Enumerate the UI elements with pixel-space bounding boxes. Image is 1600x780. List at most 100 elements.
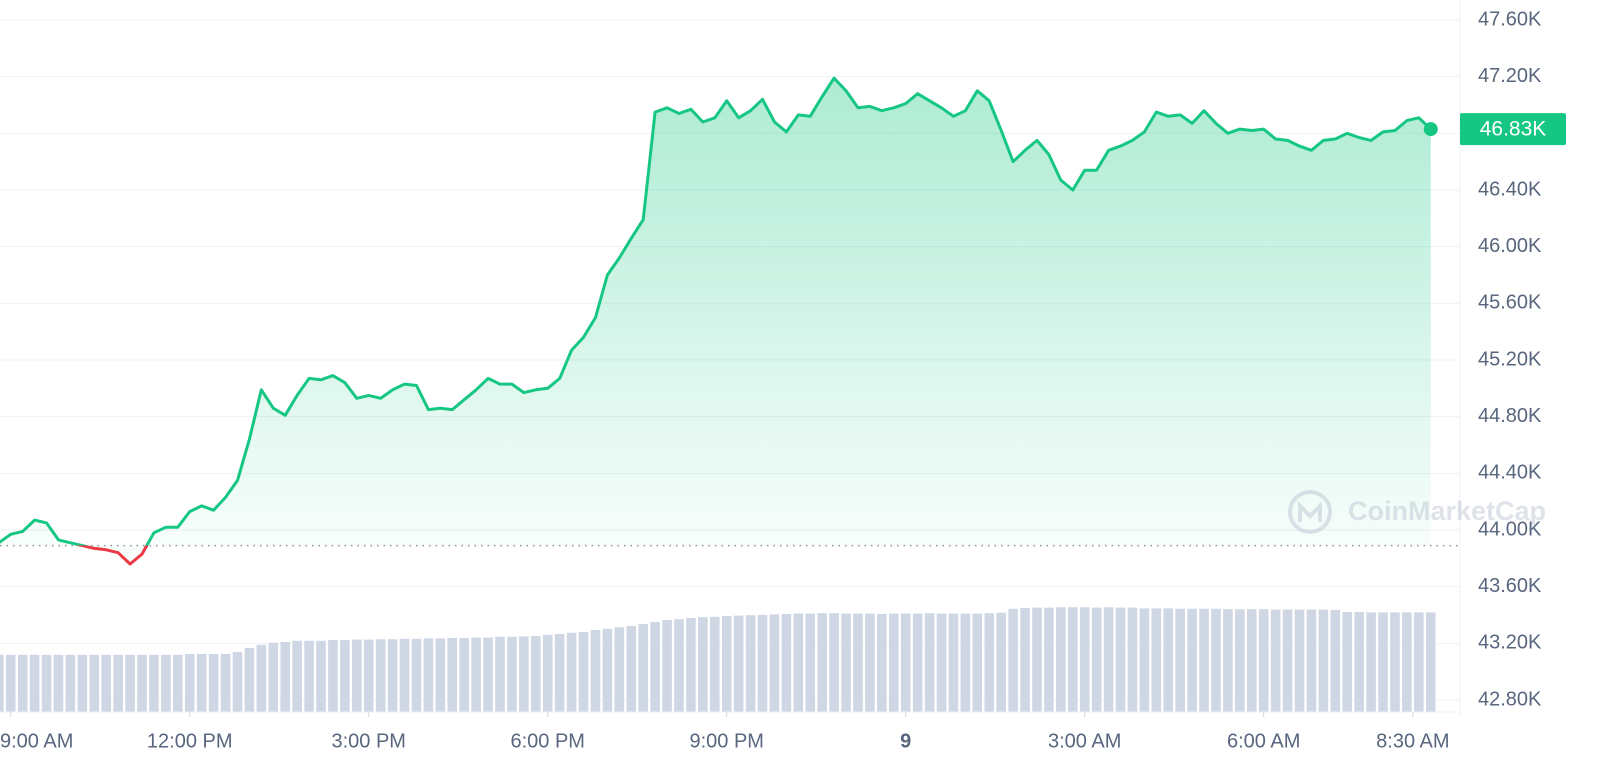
volume-bar [1020, 608, 1030, 712]
volume-bar [1199, 608, 1209, 712]
volume-bar [41, 654, 52, 712]
volume-bar [1306, 609, 1317, 712]
volume-bar [650, 622, 660, 712]
volume-bar [805, 613, 816, 712]
volume-bar [1056, 607, 1066, 712]
volume-bar [65, 654, 76, 712]
y-tick-label: 44.00K [1478, 518, 1542, 540]
volume-bar [590, 630, 601, 712]
volume-bar [77, 654, 88, 712]
volume-bar [996, 612, 1006, 712]
volume-bar [972, 613, 983, 712]
volume-bar [1091, 607, 1102, 712]
volume-bar [1127, 607, 1138, 712]
volume-bar [1318, 609, 1329, 712]
y-tick-label: 46.40K [1478, 178, 1542, 200]
watermark-text: CoinMarketCap [1348, 496, 1546, 526]
volume-bar [483, 637, 493, 712]
x-tick-label: 12:00 PM [147, 730, 233, 752]
volume-bar [710, 616, 720, 712]
volume-bar [1187, 608, 1197, 712]
volume-bar [566, 632, 577, 712]
y-tick-label: 43.20K [1478, 632, 1542, 654]
volume-bar [614, 627, 625, 712]
last-price-dot [1423, 122, 1438, 137]
volume-bar [1282, 609, 1293, 712]
volume-bar [196, 654, 207, 712]
price-line [0, 76, 1432, 566]
volume-bar [1414, 612, 1424, 712]
x-tick-label: 6:00 AM [1227, 730, 1300, 752]
volume-bar [447, 638, 458, 712]
volume-bar [423, 638, 434, 712]
x-tick-label: 3:00 AM [1048, 730, 1121, 752]
x-tick-label: 8:30 AM [1376, 730, 1449, 752]
volume-bar [1175, 608, 1185, 712]
volume-bar [638, 624, 648, 712]
volume-bar [208, 654, 219, 712]
volume-bar [686, 618, 696, 712]
last-price-badge [1460, 113, 1566, 146]
x-tick-label: 6:00 PM [510, 730, 584, 752]
volume-bar [1079, 607, 1090, 712]
volume-bar [411, 638, 422, 712]
volume-bar [936, 613, 947, 712]
volume-bar [89, 654, 100, 712]
volume-bar [304, 640, 314, 712]
volume-bar [1402, 612, 1412, 712]
volume-bar [495, 636, 505, 712]
watermark: CoinMarketCap [1288, 490, 1546, 534]
labels-layer: 47.60K47.20K46.80K46.40K46.00K45.60K45.2… [0, 8, 1566, 752]
area-layer [0, 78, 1460, 564]
x-tick-label: 9:00 PM [689, 730, 763, 752]
volume-bar [1378, 612, 1388, 712]
volume-bar [5, 654, 16, 712]
volume-bar [161, 654, 171, 712]
volume-bar [542, 634, 553, 712]
volume-bar [1151, 608, 1162, 712]
y-tick-label: 44.80K [1478, 405, 1542, 427]
x-tick-label: 9:00 AM [0, 730, 73, 752]
volume-bar [602, 628, 613, 712]
volume-bar [829, 613, 839, 712]
volume-bar [912, 613, 923, 712]
volume-bar [1330, 610, 1341, 712]
volume-bar [399, 638, 410, 712]
watermark-logo-mark [1298, 501, 1322, 522]
volume-bar [363, 639, 374, 712]
volume-bar [662, 620, 672, 712]
volume-bar [507, 636, 517, 712]
volume-bar [984, 613, 995, 712]
y-tick-label: 47.20K [1478, 65, 1542, 87]
y-tick-label: 45.60K [1478, 292, 1542, 314]
volume-bar [853, 613, 863, 712]
volume-bar [793, 613, 804, 712]
x-tick-label: 3:00 PM [331, 730, 405, 752]
volume-bar [578, 632, 589, 712]
volume-bar [375, 639, 386, 712]
volume-bar [1211, 608, 1221, 712]
x-tick-label: 9 [900, 730, 911, 752]
volume-bar [519, 636, 529, 712]
volume-bar [471, 637, 481, 712]
volume-bar [459, 638, 469, 712]
volume-bar [1294, 609, 1305, 712]
volume-bar [1342, 612, 1353, 712]
volume-bar [1270, 609, 1281, 712]
volume-bar [960, 613, 971, 712]
volume-bar [101, 654, 111, 712]
y-tick-label: 47.60K [1478, 8, 1542, 30]
volume-bar [889, 613, 899, 712]
volume-bar [733, 615, 744, 712]
volume-bar [0, 654, 4, 712]
volume-bar [184, 654, 195, 712]
volume-bar [1235, 609, 1245, 712]
volume-bar [1163, 608, 1174, 712]
y-tick-label: 44.40K [1478, 462, 1542, 484]
volume-bar [626, 626, 637, 712]
volume-bar [1103, 607, 1114, 712]
volume-bar [137, 654, 147, 712]
volume-bar [1115, 607, 1126, 712]
